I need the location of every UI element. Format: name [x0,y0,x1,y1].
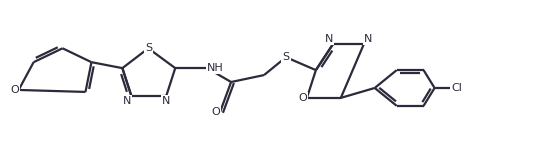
Text: N: N [364,34,372,44]
Text: S: S [145,43,152,53]
Text: S: S [282,52,289,62]
Text: O: O [10,85,18,95]
Text: O: O [212,107,220,117]
Text: Cl: Cl [452,83,463,93]
Text: N: N [162,96,170,106]
Text: O: O [298,93,307,103]
Text: NH: NH [207,63,224,73]
Text: N: N [325,34,333,44]
Text: N: N [123,96,131,106]
